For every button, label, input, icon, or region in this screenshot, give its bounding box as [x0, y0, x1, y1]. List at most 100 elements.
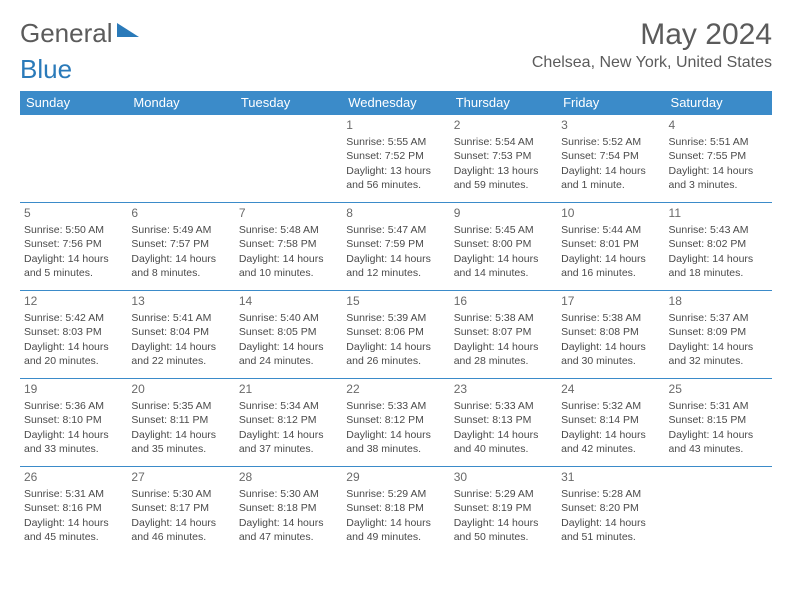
sunset-line: Sunset: 7:59 PM	[346, 237, 445, 251]
day-number: 17	[561, 293, 660, 309]
daylight-line: Daylight: 14 hours and 8 minutes.	[131, 252, 230, 280]
sunset-line: Sunset: 8:12 PM	[239, 413, 338, 427]
calendar-cell: 25Sunrise: 5:31 AMSunset: 8:15 PMDayligh…	[665, 379, 772, 467]
sunrise-line: Sunrise: 5:30 AM	[131, 487, 230, 501]
calendar-cell: 26Sunrise: 5:31 AMSunset: 8:16 PMDayligh…	[20, 467, 127, 555]
sunrise-line: Sunrise: 5:31 AM	[24, 487, 123, 501]
daylight-line: Daylight: 14 hours and 49 minutes.	[346, 516, 445, 544]
day-number: 25	[669, 381, 768, 397]
sunset-line: Sunset: 8:05 PM	[239, 325, 338, 339]
calendar-cell: 4Sunrise: 5:51 AMSunset: 7:55 PMDaylight…	[665, 115, 772, 203]
daylight-line: Daylight: 14 hours and 47 minutes.	[239, 516, 338, 544]
day-number: 22	[346, 381, 445, 397]
day-number: 1	[346, 117, 445, 133]
calendar-cell: 6 Sunrise: 5:49 AMSunset: 7:57 PMDaylight…	[127, 203, 234, 291]
sunset-line: Sunset: 8:18 PM	[239, 501, 338, 515]
sunset-line: Sunset: 8:15 PM	[669, 413, 768, 427]
logo-text-2: Blue	[20, 54, 72, 85]
calendar-week-row: 12Sunrise: 5:42 AMSunset: 8:03 PMDayligh…	[20, 291, 772, 379]
sunrise-line: Sunrise: 5:35 AM	[131, 399, 230, 413]
sunrise-line: Sunrise: 5:31 AM	[669, 399, 768, 413]
sunrise-line: Sunrise: 5:34 AM	[239, 399, 338, 413]
sunset-line: Sunset: 7:52 PM	[346, 149, 445, 163]
day-header: Thursday	[450, 91, 557, 115]
days-of-week-row: SundayMondayTuesdayWednesdayThursdayFrid…	[20, 91, 772, 115]
calendar-cell: 22Sunrise: 5:33 AMSunset: 8:12 PMDayligh…	[342, 379, 449, 467]
sunset-line: Sunset: 7:57 PM	[131, 237, 230, 251]
sunrise-line: Sunrise: 5:33 AM	[346, 399, 445, 413]
daylight-line: Daylight: 13 hours and 59 minutes.	[454, 164, 553, 192]
sunrise-line: Sunrise: 5:33 AM	[454, 399, 553, 413]
day-number: 23	[454, 381, 553, 397]
daylight-line: Daylight: 14 hours and 50 minutes.	[454, 516, 553, 544]
sunset-line: Sunset: 8:17 PM	[131, 501, 230, 515]
sunset-line: Sunset: 8:07 PM	[454, 325, 553, 339]
calendar-cell: 21Sunrise: 5:34 AMSunset: 8:12 PMDayligh…	[235, 379, 342, 467]
calendar-cell	[20, 115, 127, 203]
sunrise-line: Sunrise: 5:48 AM	[239, 223, 338, 237]
calendar-table: SundayMondayTuesdayWednesdayThursdayFrid…	[20, 91, 772, 555]
calendar-week-row: 1Sunrise: 5:55 AMSunset: 7:52 PMDaylight…	[20, 115, 772, 203]
day-number: 26	[24, 469, 123, 485]
day-number: 3	[561, 117, 660, 133]
daylight-line: Daylight: 14 hours and 24 minutes.	[239, 340, 338, 368]
calendar-cell: 24Sunrise: 5:32 AMSunset: 8:14 PMDayligh…	[557, 379, 664, 467]
daylight-line: Daylight: 14 hours and 22 minutes.	[131, 340, 230, 368]
sunrise-line: Sunrise: 5:28 AM	[561, 487, 660, 501]
day-number: 29	[346, 469, 445, 485]
calendar-cell: 15Sunrise: 5:39 AMSunset: 8:06 PMDayligh…	[342, 291, 449, 379]
sunrise-line: Sunrise: 5:49 AM	[131, 223, 230, 237]
day-number: 31	[561, 469, 660, 485]
sunrise-line: Sunrise: 5:29 AM	[454, 487, 553, 501]
sunrise-line: Sunrise: 5:40 AM	[239, 311, 338, 325]
sunrise-line: Sunrise: 5:36 AM	[24, 399, 123, 413]
calendar-cell: 19Sunrise: 5:36 AMSunset: 8:10 PMDayligh…	[20, 379, 127, 467]
sunrise-line: Sunrise: 5:32 AM	[561, 399, 660, 413]
sunset-line: Sunset: 8:10 PM	[24, 413, 123, 427]
daylight-line: Daylight: 14 hours and 12 minutes.	[346, 252, 445, 280]
calendar-cell: 3Sunrise: 5:52 AMSunset: 7:54 PMDaylight…	[557, 115, 664, 203]
calendar-week-row: 19 Sunrise: 5:36 AMSunset: 8:10 PM Dayligh…	[20, 379, 772, 467]
daylight-line: Daylight: 14 hours and 3 minutes.	[669, 164, 768, 192]
sunset-line: Sunset: 7:53 PM	[454, 149, 553, 163]
sunrise-line: Sunrise: 5:51 AM	[669, 135, 768, 149]
sunset-line: Sunset: 8:03 PM	[24, 325, 123, 339]
sunrise-line: Sunrise: 5:54 AM	[454, 135, 553, 149]
sunrise-line: Sunrise: 5:50 AM	[24, 223, 123, 237]
day-number: 2	[454, 117, 553, 133]
sunset-line: Sunset: 8:14 PM	[561, 413, 660, 427]
calendar-cell: 29Sunrise: 5:29 AMSunset: 8:18 PMDayligh…	[342, 467, 449, 555]
calendar-cell	[665, 467, 772, 555]
calendar-cell: 28Sunrise: 5:30 AMSunset: 8:18 PMDayligh…	[235, 467, 342, 555]
sunrise-line: Sunrise: 5:52 AM	[561, 135, 660, 149]
sunset-line: Sunset: 8:19 PM	[454, 501, 553, 515]
daylight-line: Daylight: 14 hours and 26 minutes.	[346, 340, 445, 368]
day-header: Friday	[557, 91, 664, 115]
calendar-cell: 18Sunrise: 5:37 AMSunset: 8:09 PMDayligh…	[665, 291, 772, 379]
sunrise-line: Sunrise: 5:45 AM	[454, 223, 553, 237]
day-number: 6	[131, 205, 230, 221]
logo: General	[20, 18, 141, 49]
day-number: 14	[239, 293, 338, 309]
sunrise-line: Sunrise: 5:41 AM	[131, 311, 230, 325]
calendar-cell: 12Sunrise: 5:42 AMSunset: 8:03 PMDayligh…	[20, 291, 127, 379]
day-number: 12	[24, 293, 123, 309]
logo-triangle-icon	[117, 23, 139, 37]
logo-text-1: General	[20, 18, 113, 49]
daylight-line: Daylight: 14 hours and 51 minutes.	[561, 516, 660, 544]
day-number: 21	[239, 381, 338, 397]
calendar-cell: 20Sunrise: 5:35 AMSunset: 8:11 PMDayligh…	[127, 379, 234, 467]
calendar-cell: 23Sunrise: 5:33 AMSunset: 8:13 PMDayligh…	[450, 379, 557, 467]
sunrise-line: Sunrise: 5:44 AM	[561, 223, 660, 237]
sunset-line: Sunset: 7:58 PM	[239, 237, 338, 251]
daylight-line: Daylight: 13 hours and 56 minutes.	[346, 164, 445, 192]
sunset-line: Sunset: 8:04 PM	[131, 325, 230, 339]
sunrise-line: Sunrise: 5:43 AM	[669, 223, 768, 237]
daylight-line: Daylight: 14 hours and 35 minutes.	[131, 428, 230, 456]
sunset-line: Sunset: 8:01 PM	[561, 237, 660, 251]
sunset-line: Sunset: 8:02 PM	[669, 237, 768, 251]
calendar-cell: 17Sunrise: 5:38 AMSunset: 8:08 PMDayligh…	[557, 291, 664, 379]
day-header: Monday	[127, 91, 234, 115]
day-number: 19	[24, 381, 123, 397]
calendar-cell: 8Sunrise: 5:47 AMSunset: 7:59 PMDaylight…	[342, 203, 449, 291]
